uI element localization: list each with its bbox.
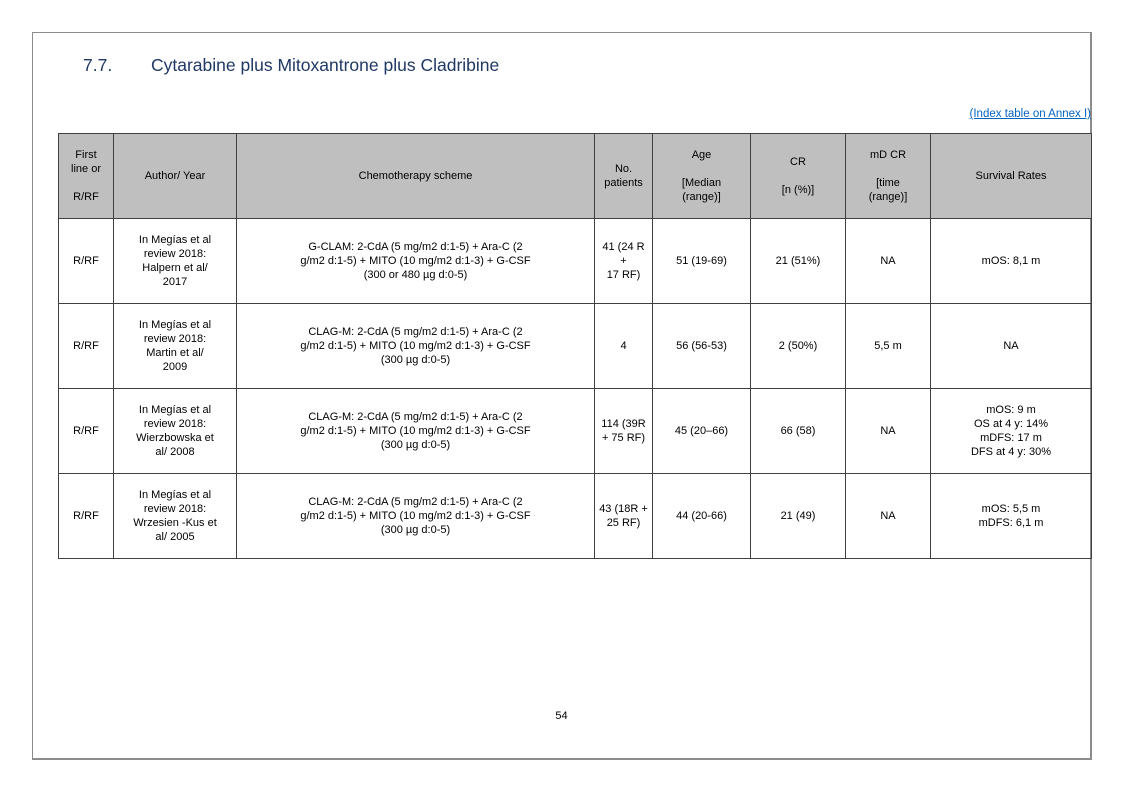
index-annex-link[interactable]: (Index table on Annex I) (969, 108, 1091, 120)
studies-table: First line or R/RF Author/ Year Chemothe… (58, 133, 1092, 559)
cell-author-year: In Megías et al review 2018: Halpern et … (113, 218, 237, 304)
cell-survival-rates: mOS: 9 m OS at 4 y: 14% mDFS: 17 m DFS a… (930, 388, 1092, 474)
section-number: 7.7. (83, 55, 113, 75)
cell-survival-rates: mOS: 5,5 m mDFS: 6,1 m (930, 473, 1092, 559)
cell-author-year: In Megías et al review 2018: Wrzesien -K… (113, 473, 237, 559)
header-row: First line or R/RF Author/ Year Chemothe… (58, 133, 1092, 219)
index-link-row: (Index table on Annex I) (58, 107, 1091, 121)
section-heading: 7.7. Cytarabine plus Mitoxantrone plus Cl… (83, 53, 1090, 77)
col-header-first-line: First line or R/RF (58, 133, 114, 219)
cell-no-patients: 4 (594, 303, 653, 389)
col-header-chemo-scheme: Chemotherapy scheme (236, 133, 595, 219)
cell-first-line: R/RF (58, 473, 114, 559)
cell-cr: 2 (50%) (750, 303, 846, 389)
col-header-no-patients: No. patients (594, 133, 653, 219)
cell-age: 56 (56-53) (652, 303, 751, 389)
col-header-survival-rates: Survival Rates (930, 133, 1092, 219)
page-number: 54 (555, 710, 568, 722)
cell-md-cr: NA (845, 218, 931, 304)
col-header-author-year: Author/ Year (113, 133, 237, 219)
cell-md-cr: NA (845, 473, 931, 559)
cell-survival-rates: mOS: 8,1 m (930, 218, 1092, 304)
cell-chemo-scheme: CLAG-M: 2-CdA (5 mg/m2 d:1-5) + Ara-C (2… (236, 473, 595, 559)
section-title: Cytarabine plus Mitoxantrone plus Cladri… (151, 55, 500, 75)
table-row: R/RF In Megías et al review 2018: Halper… (58, 218, 1092, 304)
cell-chemo-scheme: G-CLAM: 2-CdA (5 mg/m2 d:1-5) + Ara-C (2… (236, 218, 595, 304)
col-header-md-cr: mD CR [time (range)] (845, 133, 931, 219)
cell-cr: 21 (49) (750, 473, 846, 559)
col-header-cr: CR [n (%)] (750, 133, 846, 219)
col-header-age: Age [Median (range)] (652, 133, 751, 219)
table-row: R/RF In Megías et al review 2018: Wrzesi… (58, 473, 1092, 559)
cell-survival-rates: NA (930, 303, 1092, 389)
cell-no-patients: 41 (24 R + 17 RF) (594, 218, 653, 304)
cell-first-line: R/RF (58, 303, 114, 389)
cell-chemo-scheme: CLAG-M: 2-CdA (5 mg/m2 d:1-5) + Ara-C (2… (236, 388, 595, 474)
cell-author-year: In Megías et al review 2018: Martin et a… (113, 303, 237, 389)
cell-age: 51 (19-69) (652, 218, 751, 304)
document-page: 7.7. Cytarabine plus Mitoxantrone plus Cl… (32, 32, 1092, 760)
cell-age: 45 (20–66) (652, 388, 751, 474)
cell-author-year: In Megías et al review 2018: Wierzbowska… (113, 388, 237, 474)
cell-age: 44 (20-66) (652, 473, 751, 559)
cell-no-patients: 43 (18R + 25 RF) (594, 473, 653, 559)
cell-md-cr: NA (845, 388, 931, 474)
cell-first-line: R/RF (58, 388, 114, 474)
cell-no-patients: 114 (39R + 75 RF) (594, 388, 653, 474)
table-row: R/RF In Megías et al review 2018: Martin… (58, 303, 1092, 389)
table-row: R/RF In Megías et al review 2018: Wierzb… (58, 388, 1092, 474)
cell-chemo-scheme: CLAG-M: 2-CdA (5 mg/m2 d:1-5) + Ara-C (2… (236, 303, 595, 389)
cell-first-line: R/RF (58, 218, 114, 304)
cell-md-cr: 5,5 m (845, 303, 931, 389)
cell-cr: 21 (51%) (750, 218, 846, 304)
cell-cr: 66 (58) (750, 388, 846, 474)
